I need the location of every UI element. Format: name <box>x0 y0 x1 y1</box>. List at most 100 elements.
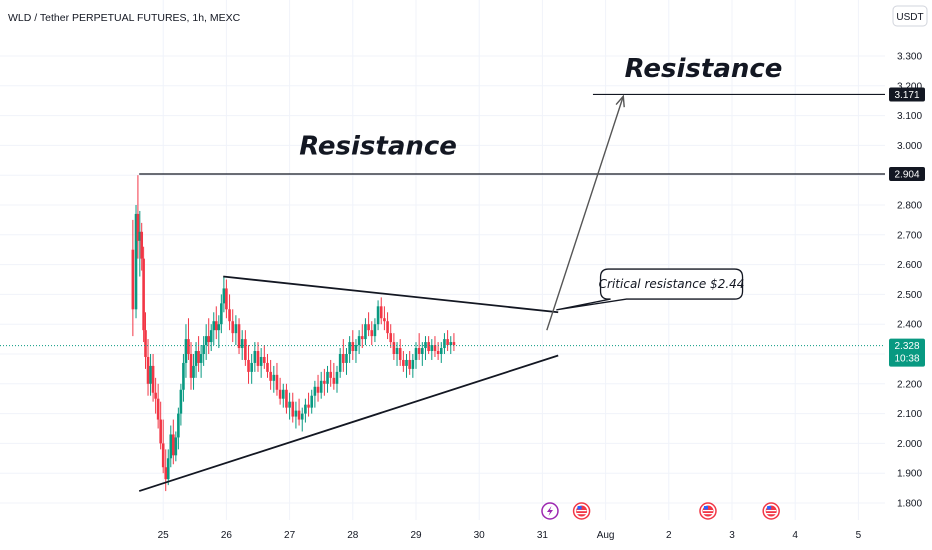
candle <box>417 333 421 360</box>
candle <box>228 294 231 331</box>
y-tick-label: 2.100 <box>897 409 922 420</box>
candle <box>307 392 310 417</box>
candle <box>386 312 389 340</box>
resistance-levels <box>139 93 887 175</box>
candle <box>360 324 364 349</box>
candle <box>266 354 269 378</box>
candle-body <box>214 321 218 331</box>
x-tick-label: 27 <box>284 530 296 541</box>
candle <box>259 348 263 378</box>
current-price-tag: 2.328 10:38 <box>889 338 925 367</box>
candle <box>247 345 250 384</box>
candle <box>240 330 244 360</box>
candle <box>192 354 195 390</box>
candle-body <box>332 377 336 384</box>
candle-body <box>316 386 320 393</box>
candle <box>342 339 345 372</box>
candle-body <box>212 321 216 331</box>
candle <box>332 362 336 390</box>
candle-body <box>373 324 377 337</box>
us-flag-icon[interactable] <box>699 502 717 520</box>
candle <box>220 294 223 334</box>
candle <box>250 354 253 384</box>
time-axis[interactable]: 25 26 27 28 29 30 31 Aug 2 3 4 5 <box>158 530 862 541</box>
candle-body <box>131 249 135 310</box>
candle-body <box>272 374 276 381</box>
candle-body <box>427 342 430 352</box>
candle-body <box>179 389 183 414</box>
candle-body <box>228 309 231 322</box>
candle-body <box>395 348 399 354</box>
candle-body <box>383 318 386 322</box>
candle <box>408 351 411 375</box>
candle <box>131 219 135 337</box>
candle-body <box>169 434 173 459</box>
candle <box>159 401 162 450</box>
candle-body <box>329 371 332 378</box>
candle <box>138 210 142 277</box>
candle-body <box>421 348 424 354</box>
candle-body <box>159 419 162 444</box>
candle-body <box>225 288 228 310</box>
y-tick-label: 2.500 <box>897 290 922 301</box>
x-tick-label: 4 <box>792 530 798 541</box>
us-flag-icon-canton <box>703 506 708 510</box>
candle <box>140 222 144 271</box>
candle-body <box>184 339 188 363</box>
candle-body <box>307 404 310 408</box>
candle-body <box>220 303 223 325</box>
candle-body <box>231 321 235 334</box>
annotations: Resistance Resistance <box>299 54 782 161</box>
resistance-tag-label: 3.171 <box>894 90 919 101</box>
candle-body <box>199 354 203 363</box>
candle-body <box>166 458 170 480</box>
price-axis[interactable]: 1.8001.9002.0002.1002.2002.3002.4002.500… <box>885 0 932 550</box>
arrow-head <box>615 94 625 108</box>
us-flag-icon[interactable] <box>572 502 591 520</box>
candle <box>421 342 424 366</box>
lightning-icon[interactable] <box>541 502 559 520</box>
trendline-lower <box>138 354 559 492</box>
event-markers[interactable] <box>541 502 780 520</box>
candle <box>177 407 180 450</box>
candle-body <box>194 351 198 366</box>
candle-body <box>285 389 288 408</box>
candle <box>194 342 198 378</box>
candle <box>433 336 437 357</box>
us-flag-icon-stripe <box>766 513 777 515</box>
candle <box>345 348 348 375</box>
chart-title: WLD / Tether PERPETUAL FUTURES, 1h, MEXC <box>8 12 241 24</box>
x-tick-label: 30 <box>474 530 486 541</box>
candle-body <box>443 339 446 349</box>
candle-body <box>288 401 291 408</box>
candle-body <box>446 339 449 346</box>
candle-body <box>411 359 415 369</box>
candle-body <box>250 362 253 372</box>
candle <box>156 383 160 429</box>
candle-body <box>436 351 440 354</box>
candle <box>338 348 342 378</box>
candle <box>269 359 272 390</box>
candle-body <box>364 324 367 340</box>
us-flag-icon[interactable] <box>762 502 780 520</box>
candle <box>151 354 155 402</box>
candle-body <box>392 342 396 354</box>
candle <box>169 425 173 468</box>
candle-body <box>244 339 247 360</box>
candle <box>161 419 165 474</box>
y-tick-label: 2.400 <box>897 320 922 331</box>
candle <box>164 449 168 492</box>
candle <box>405 354 408 378</box>
y-tick-label: 3.200 <box>897 81 922 92</box>
candle-body <box>275 374 279 390</box>
candle-body <box>202 345 205 354</box>
candle-body <box>449 342 453 346</box>
candle <box>253 342 257 372</box>
candle-body <box>172 434 175 456</box>
candle-body <box>310 395 314 408</box>
currency-button[interactable]: USDT <box>892 5 928 27</box>
candle <box>134 205 138 319</box>
candle <box>446 330 449 352</box>
x-tick-label: 28 <box>347 530 359 541</box>
